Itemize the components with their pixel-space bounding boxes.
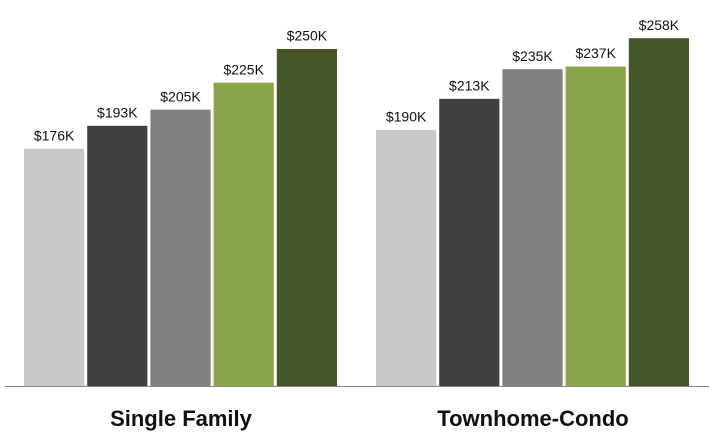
bar bbox=[213, 82, 274, 387]
bar bbox=[565, 66, 626, 386]
bar bbox=[87, 125, 148, 386]
bar bbox=[24, 148, 85, 386]
category-label: Townhome-Condo bbox=[437, 406, 628, 431]
category-label: Single Family bbox=[110, 406, 253, 431]
value-label: $205K bbox=[160, 88, 201, 104]
bar bbox=[376, 129, 437, 386]
value-label: $213K bbox=[449, 78, 490, 94]
bar bbox=[150, 109, 211, 387]
value-label: $225K bbox=[223, 61, 264, 77]
value-label: $237K bbox=[575, 45, 616, 61]
value-label: $258K bbox=[639, 17, 680, 33]
value-label: $190K bbox=[386, 109, 427, 125]
bar bbox=[439, 98, 500, 386]
value-label: $250K bbox=[287, 28, 328, 44]
bar bbox=[628, 38, 689, 386]
bar bbox=[276, 48, 337, 386]
value-label: $176K bbox=[34, 127, 75, 143]
value-label: $235K bbox=[512, 48, 553, 64]
bar bbox=[502, 69, 563, 387]
value-label: $193K bbox=[97, 105, 138, 121]
